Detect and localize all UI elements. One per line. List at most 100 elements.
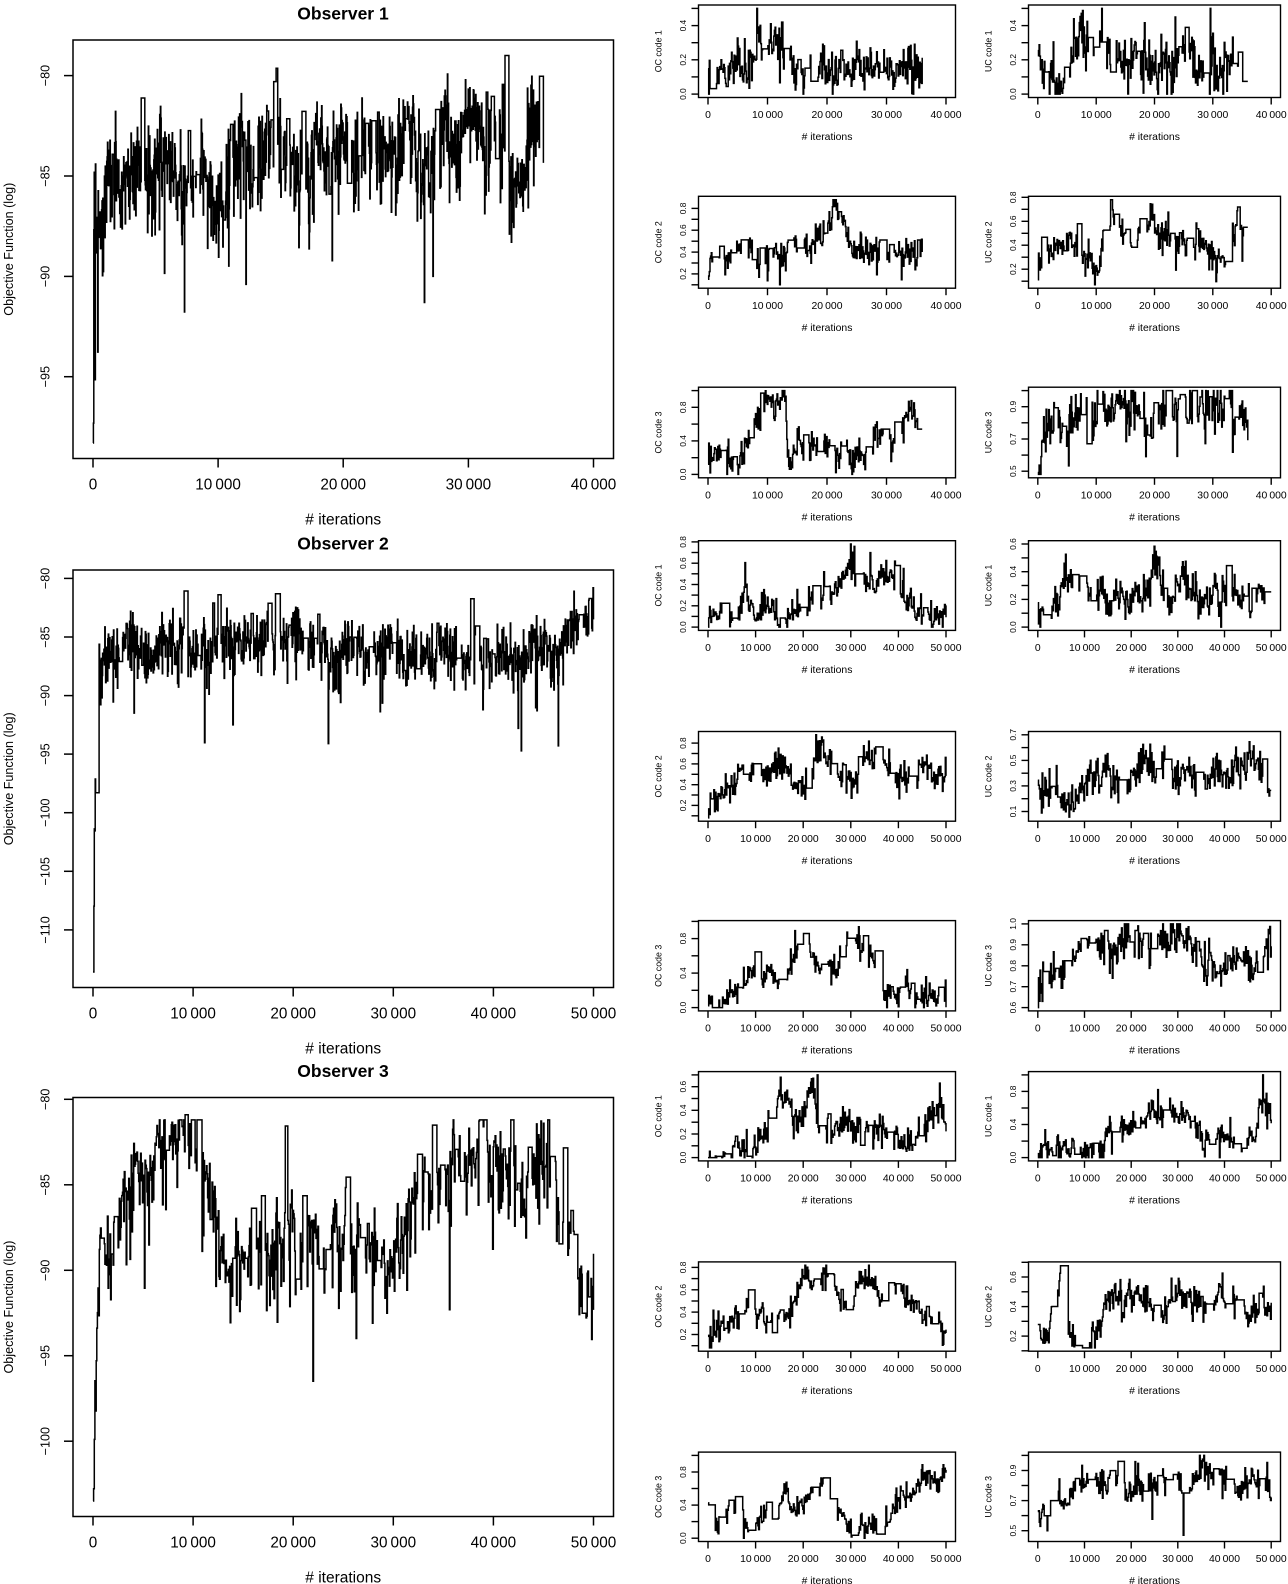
- svg-text:30 000: 30 000: [1162, 1024, 1193, 1035]
- svg-text:0.7: 0.7: [1008, 729, 1018, 741]
- svg-text:# iterations: # iterations: [1129, 132, 1180, 143]
- svg-text:UC code 1: UC code 1: [984, 565, 994, 607]
- svg-text:20 000: 20 000: [320, 477, 366, 494]
- svg-text:50 000: 50 000: [931, 1024, 962, 1035]
- svg-text:# iterations: # iterations: [305, 1041, 381, 1058]
- svg-text:40 000: 40 000: [1209, 1024, 1240, 1035]
- svg-text:0.7: 0.7: [1008, 433, 1018, 445]
- svg-text:# iterations: # iterations: [802, 1386, 853, 1397]
- svg-text:−85: −85: [39, 626, 53, 647]
- svg-text:−110: −110: [39, 916, 53, 943]
- svg-text:0.9: 0.9: [1008, 1464, 1018, 1476]
- svg-text:# iterations: # iterations: [1129, 1196, 1180, 1207]
- svg-text:0: 0: [1035, 1174, 1041, 1185]
- svg-text:OC code 2: OC code 2: [654, 1285, 664, 1327]
- svg-text:40 000: 40 000: [471, 1006, 517, 1023]
- svg-text:0.2: 0.2: [678, 799, 688, 811]
- svg-text:30 000: 30 000: [835, 1554, 866, 1565]
- svg-text:30 000: 30 000: [370, 1535, 416, 1552]
- svg-text:40 000: 40 000: [883, 1554, 914, 1565]
- svg-text:0.0: 0.0: [678, 468, 688, 480]
- svg-text:20 000: 20 000: [788, 1174, 819, 1185]
- svg-text:0: 0: [705, 643, 711, 654]
- svg-text:# iterations: # iterations: [802, 1196, 853, 1207]
- svg-text:−100: −100: [39, 799, 53, 827]
- svg-text:0.5: 0.5: [1008, 754, 1018, 766]
- svg-text:30 000: 30 000: [1162, 643, 1193, 654]
- svg-text:50 000: 50 000: [1256, 1174, 1287, 1185]
- svg-text:−80: −80: [39, 568, 53, 589]
- svg-text:20 000: 20 000: [270, 1535, 316, 1552]
- svg-text:0.2: 0.2: [678, 54, 688, 66]
- svg-text:10 000: 10 000: [740, 1364, 771, 1375]
- svg-text:0: 0: [705, 1554, 711, 1565]
- svg-text:0: 0: [1035, 834, 1041, 845]
- svg-text:10 000: 10 000: [740, 1024, 771, 1035]
- svg-text:0: 0: [1035, 1554, 1041, 1565]
- svg-text:# iterations: # iterations: [802, 132, 853, 143]
- svg-text:20 000: 20 000: [1116, 1364, 1147, 1375]
- svg-text:10 000: 10 000: [1081, 110, 1112, 121]
- svg-text:0.0: 0.0: [678, 621, 688, 633]
- svg-text:Observer 1: Observer 1: [297, 4, 389, 24]
- svg-text:40 000: 40 000: [883, 834, 914, 845]
- svg-text:30 000: 30 000: [1162, 1554, 1193, 1565]
- svg-text:40 000: 40 000: [931, 301, 962, 312]
- svg-text:0: 0: [705, 110, 711, 121]
- svg-text:UC code 2: UC code 2: [984, 756, 994, 798]
- svg-text:Objective Function (log): Objective Function (log): [2, 1241, 16, 1374]
- svg-text:−95: −95: [39, 1345, 53, 1366]
- svg-text:40 000: 40 000: [931, 491, 962, 502]
- svg-text:0.8: 0.8: [678, 1466, 688, 1478]
- svg-text:20 000: 20 000: [1116, 834, 1147, 845]
- svg-text:# iterations: # iterations: [802, 1046, 853, 1057]
- svg-text:30 000: 30 000: [835, 1024, 866, 1035]
- svg-text:−100: −100: [39, 1427, 53, 1455]
- svg-text:# iterations: # iterations: [802, 1576, 853, 1584]
- svg-text:0: 0: [1035, 301, 1041, 312]
- svg-text:UC code 3: UC code 3: [984, 1476, 994, 1518]
- svg-text:0.4: 0.4: [678, 1306, 688, 1318]
- svg-text:0.8: 0.8: [678, 536, 688, 548]
- svg-text:UC code 3: UC code 3: [984, 412, 994, 454]
- svg-text:0.4: 0.4: [678, 967, 688, 979]
- svg-text:0.6: 0.6: [1008, 1001, 1018, 1013]
- svg-text:−85: −85: [39, 165, 53, 186]
- svg-text:10 000: 10 000: [170, 1535, 216, 1552]
- svg-text:30 000: 30 000: [835, 643, 866, 654]
- svg-text:30 000: 30 000: [1197, 301, 1228, 312]
- svg-text:0.2: 0.2: [1008, 263, 1018, 275]
- svg-text:50 000: 50 000: [1256, 1554, 1287, 1565]
- svg-text:UC code 3: UC code 3: [984, 945, 994, 987]
- svg-text:20 000: 20 000: [788, 643, 819, 654]
- svg-text:40 000: 40 000: [571, 477, 617, 494]
- svg-text:40 000: 40 000: [931, 110, 962, 121]
- svg-text:10 000: 10 000: [740, 1174, 771, 1185]
- svg-text:−95: −95: [39, 366, 53, 387]
- svg-text:20 000: 20 000: [1139, 491, 1170, 502]
- svg-text:40 000: 40 000: [1209, 643, 1240, 654]
- svg-text:50 000: 50 000: [931, 1174, 962, 1185]
- svg-text:50 000: 50 000: [571, 1535, 617, 1552]
- svg-text:# iterations: # iterations: [802, 856, 853, 867]
- svg-text:20 000: 20 000: [270, 1006, 316, 1023]
- svg-text:0.4: 0.4: [678, 1499, 688, 1511]
- svg-text:0.4: 0.4: [678, 578, 688, 590]
- svg-text:−80: −80: [39, 65, 53, 86]
- svg-text:0.8: 0.8: [678, 401, 688, 413]
- svg-text:UC code 2: UC code 2: [984, 1286, 994, 1328]
- svg-text:# iterations: # iterations: [1129, 856, 1180, 867]
- svg-text:UC code 2: UC code 2: [984, 221, 994, 263]
- svg-text:# iterations: # iterations: [1129, 1576, 1180, 1584]
- svg-text:# iterations: # iterations: [802, 323, 853, 334]
- svg-text:50 000: 50 000: [931, 1554, 962, 1565]
- svg-text:10 000: 10 000: [740, 643, 771, 654]
- svg-text:50 000: 50 000: [1256, 1024, 1287, 1035]
- svg-text:20 000: 20 000: [788, 1554, 819, 1565]
- svg-text:0.2: 0.2: [1008, 54, 1018, 66]
- svg-text:−80: −80: [39, 1089, 53, 1110]
- svg-text:OC code 3: OC code 3: [654, 411, 664, 453]
- svg-text:−90: −90: [39, 685, 53, 706]
- svg-text:30 000: 30 000: [835, 1364, 866, 1375]
- svg-text:10 000: 10 000: [1069, 1364, 1100, 1375]
